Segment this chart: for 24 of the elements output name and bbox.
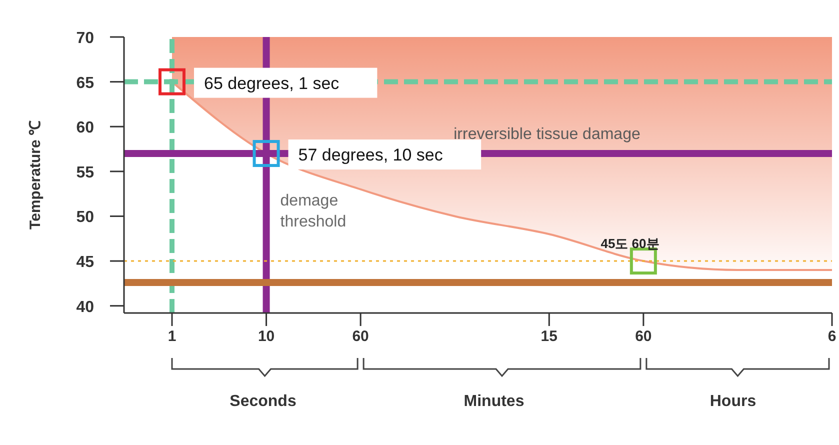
- x-tick-label: 60: [635, 328, 652, 345]
- y-tick-label: 45: [76, 254, 94, 272]
- text: Minutes: [464, 393, 524, 410]
- annotation: irreversible tissue damage: [454, 126, 640, 143]
- x-tick-label: 6: [828, 328, 836, 345]
- annotation: 45도 60분: [600, 236, 660, 251]
- x-tick-label: 60: [352, 328, 369, 345]
- point: [158, 68, 186, 96]
- text: Hours: [710, 393, 756, 410]
- y-tick-label: 70: [76, 30, 94, 47]
- y-tick-label: 50: [76, 209, 94, 226]
- x-tick-label: 10: [258, 328, 275, 345]
- y-tick-label: 55: [76, 164, 94, 182]
- y-tick-label: 60: [76, 120, 94, 137]
- y-tick-label: 40: [76, 298, 94, 316]
- x-tick-label: 1: [168, 328, 176, 345]
- annotation: 65 degrees, 1 sec: [204, 74, 340, 93]
- text: Seconds: [230, 393, 296, 410]
- annotation: 57 degrees, 10 sec: [298, 145, 444, 164]
- point: [252, 140, 280, 167]
- y-tick-label: 65: [76, 74, 94, 92]
- ref-line-label: demage threshold: [280, 192, 346, 230]
- y-axis-title: Temperature ℃: [27, 120, 44, 230]
- x-tick-label: 15: [540, 328, 558, 345]
